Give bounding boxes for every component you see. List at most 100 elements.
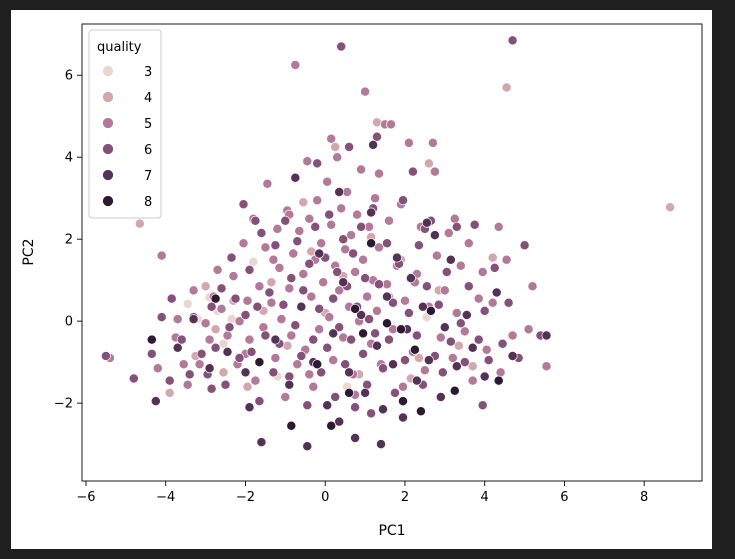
data-point-quality-7 [417, 301, 428, 312]
data-point-quality-6 [220, 379, 231, 390]
data-point-quality-8 [366, 238, 377, 249]
data-point-quality-5 [481, 344, 492, 355]
data-point-quality-5 [360, 86, 371, 97]
data-point-quality-7 [429, 230, 440, 241]
data-point-quality-7 [334, 187, 345, 197]
data-point-quality-8 [449, 385, 460, 396]
data-point-quality-5 [487, 297, 498, 308]
data-point-quality-5 [268, 254, 279, 265]
data-point-quality-6 [362, 379, 373, 390]
data-point-quality-7 [398, 412, 408, 423]
data-point-quality-4 [501, 82, 512, 93]
data-point-quality-5 [292, 359, 303, 370]
data-point-quality-5 [374, 242, 384, 253]
data-point-quality-6 [360, 273, 371, 284]
data-point-quality-6 [503, 297, 514, 308]
data-point-quality-7 [445, 254, 456, 265]
legend-marker [102, 143, 114, 155]
data-point-quality-6 [156, 312, 167, 323]
data-point-quality-6 [455, 318, 466, 329]
data-point-quality-7 [368, 139, 379, 150]
data-point-quality-5 [527, 281, 538, 292]
data-point-quality-6 [328, 293, 339, 304]
data-point-quality-6 [256, 228, 267, 238]
data-point-quality-5 [306, 291, 317, 302]
legend-label: 5 [144, 117, 152, 132]
data-point-quality-5 [350, 267, 361, 277]
data-point-quality-5 [507, 330, 518, 341]
data-point-quality-4 [467, 361, 478, 372]
plot-frame [81, 23, 703, 482]
data-point-quality-8 [415, 406, 426, 417]
data-point-quality-6 [270, 240, 281, 251]
data-point-quality-6 [411, 330, 422, 341]
data-point-quality-6 [292, 236, 303, 247]
data-point-quality-6 [497, 338, 508, 349]
data-point-quality-5 [216, 303, 227, 314]
data-point-quality-7 [467, 342, 478, 353]
data-point-quality-6 [278, 299, 289, 310]
y-axis-ticks: −2 0 2 4 6 [54, 69, 82, 412]
legend-label: 8 [144, 195, 152, 210]
data-point-quality-5 [326, 133, 337, 144]
data-point-quality-6 [226, 252, 237, 263]
data-point-quality-7 [435, 392, 446, 402]
data-point-quality-5 [477, 267, 488, 277]
data-point-quality-6 [350, 402, 361, 413]
data-point-quality-6 [128, 373, 139, 384]
data-point-quality-6 [298, 285, 309, 296]
data-point-quality-8 [358, 328, 369, 339]
data-point-quality-6 [451, 221, 462, 232]
data-point-quality-6 [304, 258, 315, 269]
data-point-quality-6 [330, 392, 341, 402]
data-point-quality-6 [268, 367, 279, 378]
data-point-quality-6 [302, 400, 313, 411]
data-point-quality-6 [421, 281, 432, 292]
data-point-quality-5 [156, 250, 167, 261]
y-tick-label: −2 [54, 397, 73, 412]
data-point-quality-4 [330, 142, 341, 152]
data-point-quality-8 [409, 344, 420, 355]
data-point-quality-7 [382, 291, 392, 302]
data-point-quality-5 [288, 248, 299, 259]
data-point-quality-5 [374, 168, 384, 179]
legend-marker [102, 117, 114, 129]
data-point-quality-7 [356, 310, 367, 320]
data-point-quality-7 [334, 416, 345, 427]
data-point-quality-3 [182, 298, 193, 309]
data-point-quality-5 [290, 60, 301, 70]
data-point-quality-7 [392, 252, 402, 263]
data-point-quality-3 [218, 338, 229, 349]
data-point-quality-7 [302, 441, 313, 452]
data-point-quality-6 [473, 334, 484, 345]
data-point-quality-6 [378, 363, 388, 374]
data-point-quality-5 [234, 316, 245, 327]
data-point-quality-6 [507, 35, 518, 46]
data-point-quality-6 [224, 322, 235, 333]
data-point-quality-6 [390, 387, 400, 398]
legend-label: 4 [144, 91, 152, 106]
data-point-quality-5 [334, 285, 345, 296]
data-point-quality-5 [280, 392, 291, 402]
data-point-quality-7 [296, 301, 307, 312]
data-point-quality-6 [372, 131, 382, 142]
data-point-quality-6 [240, 310, 251, 320]
data-point-quality-7 [256, 437, 267, 448]
data-point-quality-6 [316, 367, 327, 378]
data-point-quality-8 [210, 293, 221, 304]
legend-label: 6 [144, 143, 152, 158]
data-point-quality-5 [358, 254, 369, 265]
data-point-quality-6 [356, 221, 367, 232]
data-point-quality-6 [264, 287, 275, 298]
x-tick-label: 2 [401, 490, 409, 505]
data-point-quality-7 [378, 404, 388, 415]
data-point-quality-6 [176, 334, 187, 345]
data-point-quality-7 [541, 330, 552, 341]
data-point-quality-5 [449, 213, 460, 224]
data-point-quality-5 [314, 324, 325, 335]
data-point-quality-5 [260, 242, 271, 253]
data-point-quality-4 [134, 218, 145, 229]
data-point-quality-4 [665, 202, 676, 213]
data-point-quality-5 [250, 375, 261, 386]
data-point-quality-5 [188, 285, 199, 296]
